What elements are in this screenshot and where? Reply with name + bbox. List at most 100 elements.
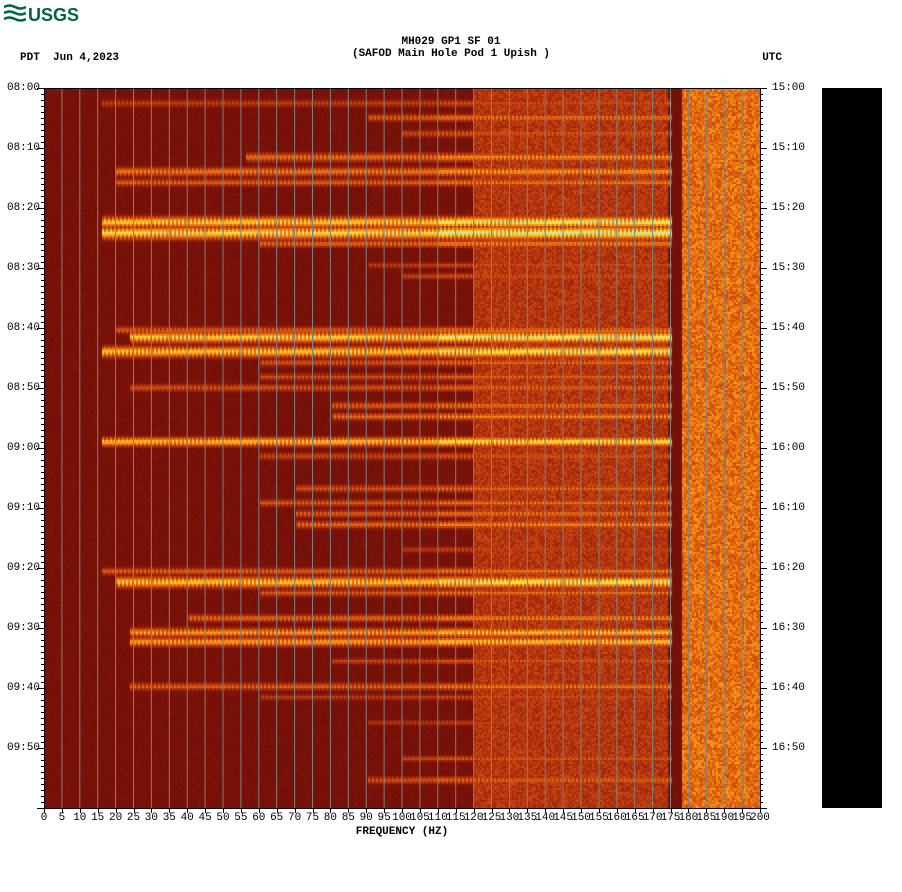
y-tick-right [760, 742, 763, 743]
y-label-left: 09:50 [7, 742, 40, 754]
x-label: 145 [553, 812, 573, 824]
y-label-left: 08:20 [7, 202, 40, 214]
y-axis-right-labels: 15:0015:1015:2015:3015:4015:5016:0016:10… [764, 88, 804, 808]
x-label: 200 [750, 812, 770, 824]
y-tick-right [760, 382, 763, 383]
y-label-right: 16:40 [772, 682, 805, 694]
y-tick-left [37, 328, 44, 329]
y-tick-left [37, 508, 44, 509]
y-tick-left [41, 202, 44, 203]
y-axis-left-labels: 08:0008:1008:2008:3008:4008:5009:0009:10… [2, 88, 42, 808]
x-tick [760, 808, 761, 813]
y-tick-right [760, 196, 763, 197]
y-tick-right [760, 472, 763, 473]
y-tick-right [760, 772, 763, 773]
usgs-logo: USGS [4, 4, 79, 27]
y-label-right: 16:10 [772, 502, 805, 514]
y-tick-left [41, 172, 44, 173]
y-tick-left [41, 586, 44, 587]
y-label-left: 08:40 [7, 322, 40, 334]
y-tick-right [760, 274, 763, 275]
x-tick [366, 808, 367, 813]
y-tick-left [41, 544, 44, 545]
y-tick-left [41, 736, 44, 737]
y-tick-right [760, 370, 763, 371]
x-label: 100 [392, 812, 412, 824]
y-tick-right [760, 322, 763, 323]
y-tick-left [41, 760, 44, 761]
y-tick-left [41, 700, 44, 701]
y-tick-right [760, 700, 763, 701]
y-tick-right [760, 634, 763, 635]
y-tick-right [760, 190, 763, 191]
y-tick-right [760, 790, 763, 791]
y-tick-left [41, 190, 44, 191]
y-tick-right [760, 466, 763, 467]
y-tick-right [760, 424, 763, 425]
x-label: 0 [41, 812, 48, 824]
x-tick [384, 808, 385, 813]
y-tick-left [41, 274, 44, 275]
y-tick-left [37, 688, 44, 689]
y-tick-right [760, 652, 763, 653]
y-tick-left [41, 232, 44, 233]
y-tick-right [760, 94, 763, 95]
y-tick-right [760, 406, 763, 407]
y-tick-left [41, 346, 44, 347]
y-label-left: 09:40 [7, 682, 40, 694]
y-tick-left [41, 196, 44, 197]
y-tick-right [760, 328, 767, 329]
y-tick-left [41, 460, 44, 461]
y-tick-right [760, 748, 767, 749]
y-tick-left [41, 604, 44, 605]
x-label: 120 [464, 812, 484, 824]
x-label: 55 [234, 812, 247, 824]
y-tick-left [41, 376, 44, 377]
y-tick-left [41, 226, 44, 227]
x-label: 155 [589, 812, 609, 824]
x-axis-title: FREQUENCY (HZ) [44, 826, 760, 838]
y-tick-left [37, 808, 44, 809]
y-tick-right [760, 556, 763, 557]
y-tick-right [760, 778, 763, 779]
y-tick-left [41, 658, 44, 659]
y-tick-left [41, 100, 44, 101]
x-tick [653, 808, 654, 813]
x-label: 95 [377, 812, 390, 824]
y-tick-right [760, 760, 763, 761]
y-tick-right [760, 310, 763, 311]
y-tick-right [760, 784, 763, 785]
y-tick-right [760, 520, 763, 521]
y-tick-left [41, 550, 44, 551]
x-tick [313, 808, 314, 813]
x-tick [706, 808, 707, 813]
y-tick-right [760, 394, 763, 395]
y-tick-right [760, 562, 763, 563]
y-tick-right [760, 550, 763, 551]
y-tick-right [760, 694, 763, 695]
x-label: 50 [216, 812, 229, 824]
x-label: 75 [306, 812, 319, 824]
x-tick [169, 808, 170, 813]
y-tick-right [760, 658, 763, 659]
x-tick [80, 808, 81, 813]
y-tick-left [41, 784, 44, 785]
y-label-left: 09:00 [7, 442, 40, 454]
y-tick-left [41, 178, 44, 179]
y-tick-left [41, 142, 44, 143]
y-tick-right [760, 280, 763, 281]
y-tick-right [760, 226, 763, 227]
y-tick-left [41, 454, 44, 455]
y-tick-right [760, 802, 763, 803]
y-tick-right [760, 640, 763, 641]
y-tick-left [37, 388, 44, 389]
y-tick-left [41, 94, 44, 95]
y-tick-right [760, 178, 763, 179]
y-tick-left [41, 358, 44, 359]
y-tick-right [760, 166, 763, 167]
x-label: 105 [410, 812, 430, 824]
y-tick-right [760, 610, 763, 611]
y-tick-left [41, 184, 44, 185]
y-tick-right [760, 100, 763, 101]
y-tick-right [760, 454, 763, 455]
